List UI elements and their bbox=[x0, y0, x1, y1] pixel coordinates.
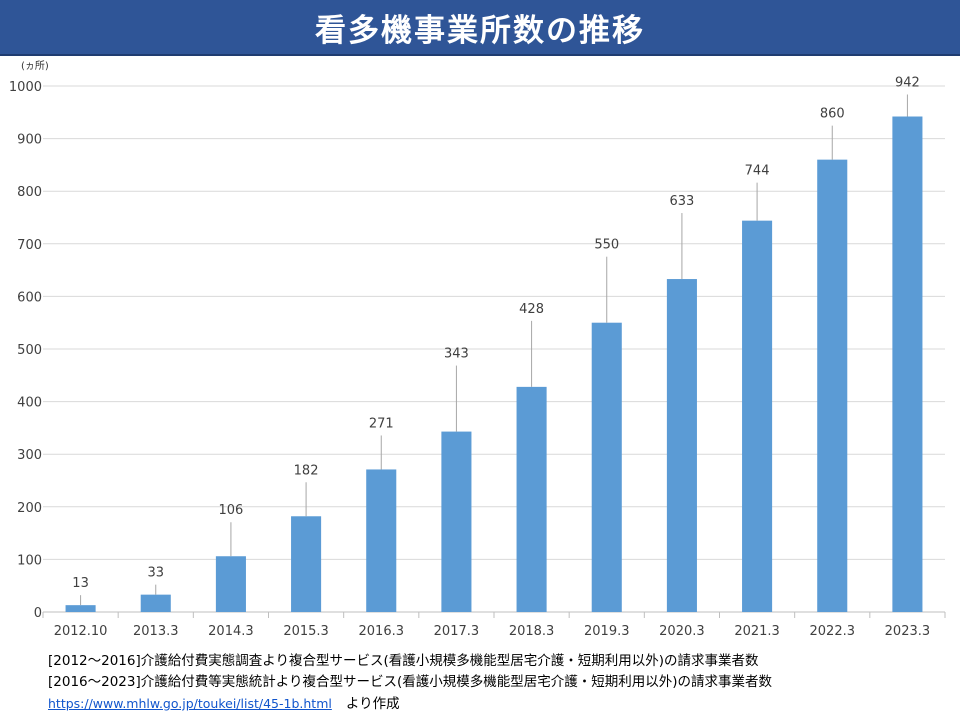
data-label: 860 bbox=[820, 107, 845, 122]
x-tick-label: 2015.3 bbox=[283, 624, 329, 639]
x-tick-label: 2017.3 bbox=[434, 624, 480, 639]
bar bbox=[441, 431, 472, 612]
x-tick-label: 2012.10 bbox=[54, 624, 108, 639]
data-label: 942 bbox=[895, 76, 920, 91]
y-tick-label: 800 bbox=[17, 185, 42, 200]
x-tick-label: 2016.3 bbox=[359, 624, 405, 639]
data-label: 271 bbox=[369, 416, 394, 431]
data-label: 428 bbox=[519, 302, 544, 317]
bar bbox=[817, 159, 848, 612]
y-tick-label: 300 bbox=[17, 448, 42, 463]
x-tick-label: 2014.3 bbox=[208, 624, 254, 639]
bar bbox=[742, 220, 773, 612]
y-axis-label: (ヵ所) bbox=[21, 60, 49, 72]
bar bbox=[366, 469, 397, 612]
source-line-1: [2012～2016]介護給付費実態調査より複合型サービス(看護小規模多機能型居… bbox=[48, 653, 759, 669]
y-tick-label: 900 bbox=[17, 133, 42, 148]
bar bbox=[516, 386, 547, 612]
x-tick-label: 2020.3 bbox=[659, 624, 705, 639]
x-tick-label: 2013.3 bbox=[133, 624, 179, 639]
bar bbox=[140, 594, 171, 612]
y-tick-label: 1000 bbox=[9, 80, 42, 95]
x-tick-label: 2022.3 bbox=[810, 624, 856, 639]
bar bbox=[666, 279, 697, 612]
y-tick-label: 600 bbox=[17, 290, 42, 305]
y-tick-label: 100 bbox=[17, 553, 42, 568]
x-tick-label: 2023.3 bbox=[885, 624, 931, 639]
bar bbox=[215, 556, 246, 612]
source-suffix: より作成 bbox=[345, 696, 400, 712]
title-bar: 看多機事業所数の推移 bbox=[0, 0, 960, 56]
source-link[interactable]: https://www.mhlw.go.jp/toukei/list/45-1b… bbox=[48, 696, 332, 711]
y-tick-label: 0 bbox=[34, 606, 42, 621]
data-label: 633 bbox=[670, 194, 695, 209]
bar bbox=[65, 605, 96, 612]
bar-chart: (ヵ所) 0 100 200 300 400 500 600 700 800 900 1000 13 20… bbox=[9, 60, 946, 639]
x-tick-label: 2018.3 bbox=[509, 624, 555, 639]
bar bbox=[892, 116, 923, 612]
y-tick-label: 200 bbox=[17, 501, 42, 516]
data-label: 550 bbox=[594, 238, 619, 253]
data-label: 744 bbox=[745, 164, 770, 179]
y-tick-label: 500 bbox=[17, 343, 42, 358]
source-line-2: [2016～2023]介護給付費等実態統計より複合型サービス(看護小規模多機能型… bbox=[48, 674, 773, 690]
x-tick-label: 2021.3 bbox=[734, 624, 780, 639]
data-label: 106 bbox=[219, 503, 244, 518]
source-line-3: https://www.mhlw.go.jp/toukei/list/45-1b… bbox=[48, 693, 948, 715]
x-tick-label: 2019.3 bbox=[584, 624, 630, 639]
data-label: 33 bbox=[147, 566, 164, 581]
y-tick-label: 700 bbox=[17, 238, 42, 253]
data-label: 13 bbox=[72, 576, 89, 591]
data-label: 182 bbox=[294, 463, 319, 478]
y-tick-label: 400 bbox=[17, 396, 42, 411]
chart-title: 看多機事業所数の推移 bbox=[315, 12, 645, 49]
source-notes: [2012～2016]介護給付費実態調査より複合型サービス(看護小規模多機能型居… bbox=[48, 651, 948, 715]
bar bbox=[291, 516, 322, 612]
data-label: 343 bbox=[444, 347, 469, 362]
bar bbox=[591, 322, 622, 612]
